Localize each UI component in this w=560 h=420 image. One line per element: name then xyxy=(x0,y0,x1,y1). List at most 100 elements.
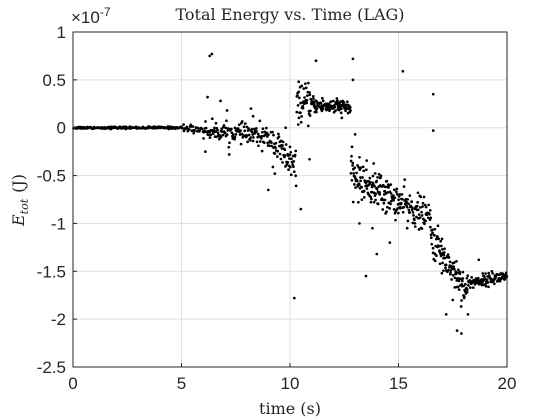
data-point xyxy=(292,296,296,300)
data-point xyxy=(222,124,226,127)
data-point xyxy=(277,135,281,139)
data-point xyxy=(302,87,306,90)
data-point xyxy=(417,213,421,216)
data-point xyxy=(429,233,433,237)
data-point xyxy=(387,186,390,189)
data-point xyxy=(376,202,380,206)
data-point xyxy=(460,299,463,302)
data-point xyxy=(431,92,435,96)
data-point xyxy=(270,141,273,145)
data-point xyxy=(288,153,292,157)
data-point xyxy=(258,119,262,123)
data-point xyxy=(291,163,294,166)
x-tick-label: 20 xyxy=(498,374,517,393)
y-axis-label-sub: tot xyxy=(18,198,31,214)
data-point xyxy=(438,262,442,266)
data-point xyxy=(335,97,339,100)
data-point xyxy=(308,93,312,97)
data-point xyxy=(365,187,369,190)
data-point xyxy=(355,179,359,183)
data-point xyxy=(206,95,209,99)
data-point xyxy=(375,179,378,183)
data-point xyxy=(288,157,291,160)
exponent-label: ×10-7 xyxy=(71,5,111,27)
data-point xyxy=(247,127,250,130)
data-point xyxy=(309,97,313,101)
data-point xyxy=(223,131,227,135)
exponent-power: -7 xyxy=(100,5,111,19)
data-point xyxy=(410,200,414,204)
data-point xyxy=(242,125,246,129)
data-point xyxy=(288,145,292,149)
data-point xyxy=(312,97,315,101)
data-point xyxy=(303,96,306,99)
data-point xyxy=(216,128,219,132)
data-point xyxy=(274,141,278,145)
data-point xyxy=(437,237,440,241)
data-point xyxy=(456,277,459,280)
data-point xyxy=(287,168,290,172)
exponent-prefix: ×10 xyxy=(71,8,100,27)
data-point xyxy=(337,108,341,112)
data-point xyxy=(375,187,379,191)
data-point xyxy=(284,143,288,146)
data-point xyxy=(401,69,405,73)
data-point xyxy=(351,57,355,61)
data-point xyxy=(350,178,354,182)
data-point xyxy=(349,109,352,112)
data-point xyxy=(460,332,463,335)
data-point xyxy=(453,267,456,271)
data-point xyxy=(418,216,422,220)
data-point xyxy=(442,269,445,273)
data-point xyxy=(436,224,440,228)
data-point xyxy=(296,123,300,126)
data-point xyxy=(334,109,337,113)
data-point xyxy=(210,52,214,56)
data-point xyxy=(415,204,419,208)
data-point xyxy=(381,183,385,187)
data-point xyxy=(264,133,267,137)
data-point xyxy=(215,135,218,139)
data-point xyxy=(385,210,388,213)
data-point xyxy=(406,198,410,201)
data-point xyxy=(385,179,389,183)
data-point xyxy=(428,212,431,216)
data-point xyxy=(261,127,265,131)
data-point xyxy=(271,165,275,169)
data-point xyxy=(313,102,316,106)
x-tick-label: 10 xyxy=(281,374,300,393)
data-point xyxy=(429,225,432,229)
x-ticks: 0 5 10 15 20 xyxy=(68,363,516,393)
data-point xyxy=(423,222,426,226)
data-point xyxy=(364,168,368,172)
data-point xyxy=(379,174,383,178)
data-point xyxy=(459,277,463,281)
data-point xyxy=(423,203,427,207)
data-point xyxy=(471,286,475,289)
data-point xyxy=(250,130,254,134)
y-tick-label: 0 xyxy=(57,119,66,138)
data-point xyxy=(308,157,311,161)
data-point xyxy=(389,183,393,186)
chart-title: Total Energy vs. Time (LAG) xyxy=(175,5,404,24)
data-point xyxy=(249,107,253,110)
data-point xyxy=(419,195,423,199)
data-point xyxy=(182,129,186,133)
data-point xyxy=(359,179,362,183)
data-point xyxy=(357,166,361,169)
data-point xyxy=(230,127,233,131)
data-point xyxy=(476,276,480,280)
data-point xyxy=(357,200,360,204)
data-point xyxy=(195,129,199,133)
data-point xyxy=(273,152,277,155)
data-point xyxy=(274,146,277,150)
data-point xyxy=(381,208,385,211)
data-point xyxy=(421,201,425,205)
data-point xyxy=(300,84,304,88)
data-point xyxy=(453,276,457,280)
data-point xyxy=(458,272,462,276)
data-point xyxy=(329,100,333,103)
data-point xyxy=(465,276,469,280)
data-point xyxy=(221,133,225,137)
data-point xyxy=(386,205,389,209)
